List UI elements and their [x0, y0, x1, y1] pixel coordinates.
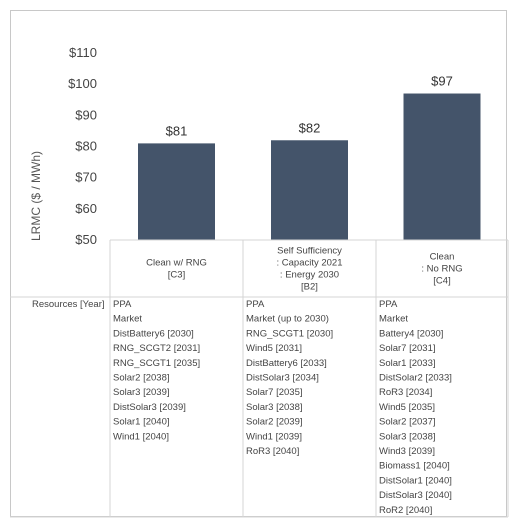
y-tick-label: $110 — [69, 45, 97, 60]
resource-item: DistBattery6 [2033] — [246, 358, 327, 369]
resource-item: PPA — [246, 299, 265, 310]
category-label: Clean — [430, 252, 455, 263]
resource-item: Solar2 [2038] — [113, 373, 170, 384]
resource-item: Market — [113, 314, 142, 325]
category-label: [C3] — [168, 270, 185, 281]
resource-item: Solar3 [2038] — [246, 402, 303, 413]
resource-item: DistSolar3 [2040] — [379, 490, 452, 501]
resource-item: Solar2 [2037] — [379, 417, 436, 428]
y-axis-title: LRMC ($ / MWh) — [29, 151, 43, 241]
y-tick-label: $70 — [75, 170, 97, 185]
category-label: : Capacity 2021 — [276, 258, 342, 269]
resource-item: RoR3 [2034] — [379, 387, 432, 398]
resource-item: DistSolar2 [2033] — [379, 373, 452, 384]
resource-item: Solar7 [2035] — [246, 387, 303, 398]
resource-item: Solar3 [2039] — [113, 387, 170, 398]
resource-item: Wind3 [2039] — [379, 446, 435, 457]
data-label: $81 — [166, 123, 188, 138]
resource-item: DistSolar1 [2040] — [379, 475, 452, 486]
bar — [138, 143, 215, 240]
resource-item: Market (up to 2030) — [246, 314, 329, 325]
resource-item: Solar3 [2038] — [379, 431, 436, 442]
resource-item: Solar7 [2031] — [379, 343, 436, 354]
y-tick-label: $60 — [75, 201, 97, 216]
resource-item: Wind1 [2039] — [246, 431, 302, 442]
category-label: : Energy 2030 — [280, 270, 339, 281]
y-tick-label: $80 — [75, 139, 97, 154]
resource-item: Wind1 [2040] — [113, 431, 169, 442]
y-tick-label: $50 — [75, 232, 97, 247]
resource-item: Solar2 [2039] — [246, 417, 303, 428]
resource-item: RoR2 [2040] — [379, 505, 432, 516]
resource-item: Biomass1 [2040] — [379, 461, 450, 472]
y-tick-label: $90 — [75, 107, 97, 122]
bar — [403, 93, 481, 241]
data-label: $97 — [431, 74, 453, 89]
y-tick-label: $100 — [68, 76, 97, 91]
resource-item: RNG_SCGT2 [2031] — [113, 343, 200, 354]
resource-item: Wind5 [2031] — [246, 343, 302, 354]
resource-item: DistSolar3 [2034] — [246, 373, 319, 384]
resource-item: PPA — [379, 299, 398, 310]
resource-item: RoR3 [2040] — [246, 446, 299, 457]
category-label: [B2] — [301, 282, 318, 293]
resource-item: Solar1 [2033] — [379, 358, 436, 369]
category-label: Clean w/ RNG — [146, 258, 207, 269]
resource-item: PPA — [113, 299, 132, 310]
resource-item: Wind5 [2035] — [379, 402, 435, 413]
resource-item: Solar1 [2040] — [113, 417, 170, 428]
resource-item: DistSolar3 [2039] — [113, 402, 186, 413]
resource-item: Market — [379, 314, 408, 325]
category-label: : No RNG — [421, 264, 462, 275]
category-label: Self Sufficiency — [277, 246, 342, 257]
category-label: [C4] — [433, 276, 450, 287]
data-label: $82 — [299, 120, 321, 135]
resource-item: DistBattery6 [2030] — [113, 328, 194, 339]
resource-item: Battery4 [2030] — [379, 328, 443, 339]
resources-header: Resources [Year] — [32, 299, 105, 310]
bar — [271, 140, 348, 240]
resource-item: RNG_SCGT1 [2030] — [246, 328, 333, 339]
resource-item: RNG_SCGT1 [2035] — [113, 358, 200, 369]
